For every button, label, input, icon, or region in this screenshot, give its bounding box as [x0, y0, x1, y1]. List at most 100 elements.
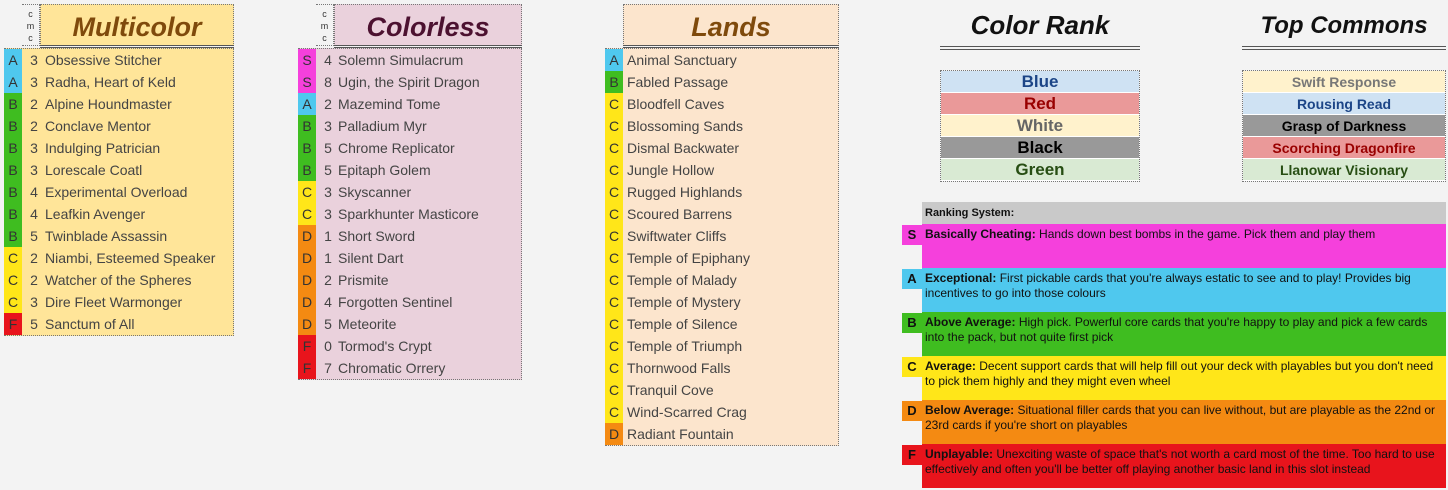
- lands-card-row: C Jungle Hollow: [605, 159, 838, 181]
- card-cmc: 2: [324, 96, 332, 112]
- card-name: Chrome Replicator: [338, 140, 455, 156]
- grade-badge: D: [298, 291, 316, 313]
- lands-card-row: C Temple of Silence: [605, 313, 838, 335]
- lands-card-row: C Rugged Highlands: [605, 181, 838, 203]
- grade-badge: C: [4, 269, 22, 291]
- multicolor-card-row: B 3 Lorescale Coatl: [4, 159, 233, 181]
- lands-card-row: B Fabled Passage: [605, 71, 838, 93]
- grade-badge: S: [298, 49, 316, 71]
- ranking-row-b: B Above Average: High pick. Powerful core…: [902, 312, 1446, 356]
- card-cmc: 2: [30, 272, 38, 288]
- ranking-row-a: A Exceptional: First pickable cards that …: [902, 268, 1446, 312]
- lands-card-row: C Scoured Barrens: [605, 203, 838, 225]
- card-name: Silent Dart: [338, 250, 404, 266]
- ranking-text: Hands down best bombs in the game. Pick …: [1035, 227, 1376, 241]
- grade-badge: C: [605, 159, 623, 181]
- card-cmc: 5: [324, 162, 332, 178]
- ranking-heading: Below Average:: [925, 403, 1015, 417]
- grade-badge: B: [4, 203, 22, 225]
- top-commons-item: Grasp of Darkness: [1243, 115, 1445, 137]
- card-name: Sparkhunter Masticore: [338, 206, 479, 222]
- card-name: Temple of Triumph: [627, 338, 743, 354]
- card-name: Thornwood Falls: [627, 360, 731, 376]
- grade-badge: B: [4, 225, 22, 247]
- top-commons-title: Top Commons: [1260, 12, 1428, 39]
- card-cmc: 2: [30, 96, 38, 112]
- multicolor-card-row: B 4 Leafkin Avenger: [4, 203, 233, 225]
- card-cmc: 5: [324, 316, 332, 332]
- card-name: Scoured Barrens: [627, 206, 733, 222]
- grade-badge: C: [4, 291, 22, 313]
- card-name: Meteorite: [338, 316, 397, 332]
- lands-card-row: C Temple of Malady: [605, 269, 838, 291]
- card-name: Epitaph Golem: [338, 162, 431, 178]
- grade-badge: C: [605, 93, 623, 115]
- grade-badge: C: [605, 203, 623, 225]
- ranking-text: Decent support cards that will help fill…: [925, 359, 1434, 388]
- card-cmc: 7: [324, 360, 332, 376]
- grade-badge: B: [4, 181, 22, 203]
- grade-badge: C: [605, 247, 623, 269]
- ranking-row-s: S Basically Cheating: Hands down best bom…: [902, 224, 1446, 268]
- ranking-description: Below Average: Situational filler cards …: [922, 400, 1446, 444]
- multicolor-card-row: B 2 Conclave Mentor: [4, 115, 233, 137]
- card-name: Ugin, the Spirit Dragon: [338, 74, 480, 90]
- top-commons-rule: [1242, 46, 1446, 50]
- color-rank-item: Black: [941, 137, 1139, 159]
- lands-card-row: C Dismal Backwater: [605, 137, 838, 159]
- ranking-letter: S: [902, 225, 922, 245]
- grade-badge: C: [605, 225, 623, 247]
- multicolor-card-row: B 2 Alpine Houndmaster: [4, 93, 233, 115]
- lands-card-row: C Tranquil Cove: [605, 379, 838, 401]
- card-name: Radha, Heart of Keld: [45, 74, 176, 90]
- card-name: Experimental Overload: [45, 184, 188, 200]
- colorless-card-row: D 5 Meteorite: [298, 313, 521, 335]
- ranking-description: Exceptional: First pickable cards that y…: [922, 268, 1446, 312]
- card-cmc: 4: [30, 206, 38, 222]
- colorless-card-row: D 1 Silent Dart: [298, 247, 521, 269]
- color-rank-item: Green: [941, 159, 1139, 181]
- ranking-letter: C: [902, 357, 922, 377]
- ranking-heading: Basically Cheating:: [925, 227, 1036, 241]
- grade-badge: A: [605, 49, 623, 71]
- grade-badge: D: [298, 225, 316, 247]
- grade-badge: B: [4, 137, 22, 159]
- colorless-card-row: S 4 Solemn Simulacrum: [298, 49, 521, 71]
- color-rank-title: Color Rank: [970, 10, 1110, 40]
- lands-list: A Animal Sanctuary B Fabled Passage C Bloodfe…: [605, 48, 839, 446]
- ranking-text: First pickable cards that you're always …: [925, 271, 1411, 300]
- card-cmc: 3: [324, 118, 332, 134]
- card-name: Indulging Patrician: [45, 140, 161, 156]
- card-cmc: 5: [30, 228, 38, 244]
- colorless-card-row: S 8 Ugin, the Spirit Dragon: [298, 71, 521, 93]
- card-name: Lorescale Coatl: [45, 162, 143, 178]
- grade-badge: C: [298, 203, 316, 225]
- card-name: Temple of Epiphany: [627, 250, 750, 266]
- card-name: Temple of Malady: [627, 272, 737, 288]
- colorless-card-row: A 2 Mazemind Tome: [298, 93, 521, 115]
- card-name: Prismite: [338, 272, 389, 288]
- colorless-card-row: F 7 Chromatic Orrery: [298, 357, 521, 379]
- grade-badge: D: [298, 269, 316, 291]
- card-name: Palladium Myr: [338, 118, 427, 134]
- ranking-heading: Above Average:: [925, 315, 1016, 329]
- color-rank-list: Blue Red White Black Green: [940, 70, 1140, 182]
- card-cmc: 3: [30, 140, 38, 156]
- ranking-description: Above Average: High pick. Powerful core …: [922, 312, 1446, 356]
- lands-card-row: C Temple of Mystery: [605, 291, 838, 313]
- multicolor-card-row: A 3 Obsessive Stitcher: [4, 49, 233, 71]
- grade-badge: C: [605, 269, 623, 291]
- lands-card-row: C Bloodfell Caves: [605, 93, 838, 115]
- ranking-text: Unexciting waste of space that's not wor…: [925, 447, 1435, 476]
- lands-card-row: C Blossoming Sands: [605, 115, 838, 137]
- multicolor-card-row: B 4 Experimental Overload: [4, 181, 233, 203]
- colorless-card-row: D 2 Prismite: [298, 269, 521, 291]
- card-name: Obsessive Stitcher: [45, 52, 162, 68]
- multicolor-header-rule: [40, 45, 234, 48]
- card-cmc: 2: [324, 272, 332, 288]
- card-name: Bloodfell Caves: [627, 96, 725, 112]
- card-cmc: 3: [324, 206, 332, 222]
- ranking-system: Ranking System: S Basically Cheating: Han…: [902, 202, 1446, 488]
